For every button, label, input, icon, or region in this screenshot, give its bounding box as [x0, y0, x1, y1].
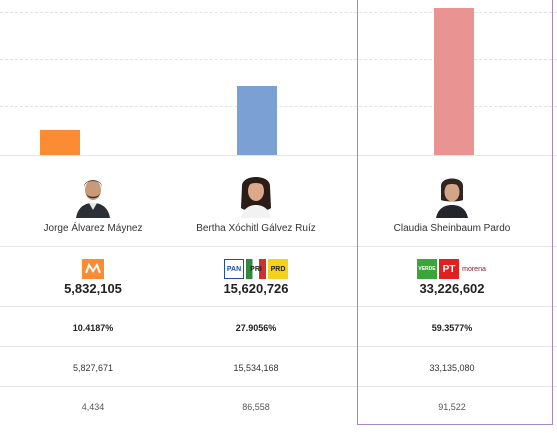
gridline: [0, 59, 557, 60]
vote-percentage: 27.9056%: [235, 323, 277, 333]
total-votes: 15,620,726: [223, 281, 289, 296]
pt-logo-icon: PT: [439, 259, 459, 279]
candidate-column: Jorge Álvarez Máynez 5,832,105 10.4187% …: [0, 156, 186, 433]
total-votes: 5,832,105: [64, 281, 122, 296]
pri-logo-icon: PRI: [246, 259, 266, 279]
candidate-column: Claudia Sheinbaum Pardo VERDE PT morena …: [359, 156, 545, 433]
prd-logo-icon: PRD: [268, 259, 288, 279]
candidate-photo-icon: [237, 170, 275, 218]
gridline: [0, 12, 557, 13]
votes-other: 4,434: [81, 402, 105, 412]
row-divider: [0, 155, 557, 156]
vote-percentage: 10.4187%: [72, 323, 114, 333]
candidate-photo-icon: [433, 170, 471, 218]
row-divider: [0, 346, 557, 347]
total-votes: 33,226,602: [419, 281, 485, 296]
votes-counted: 15,534,168: [233, 363, 279, 373]
party-logos: [0, 259, 186, 279]
votes-counted: 5,827,671: [72, 363, 114, 373]
bar-sheinbaum-pardo[interactable]: [434, 8, 474, 156]
party-logos: PAN PRI PRD: [163, 259, 349, 279]
mc-logo-icon: [82, 259, 104, 279]
gridline: [0, 106, 557, 107]
verde-logo-icon: VERDE: [417, 259, 437, 279]
candidate-photo-icon: [74, 170, 112, 218]
candidate-name: Bertha Xóchitl Gálvez Ruíz: [196, 223, 316, 234]
vote-percentage: 59.3577%: [431, 323, 473, 333]
votes-other: 86,558: [242, 402, 270, 412]
vote-bar-chart: [0, 0, 557, 156]
row-divider: [0, 306, 557, 307]
bar-alvarez-maynez[interactable]: [40, 130, 80, 156]
pan-logo-icon: PAN: [224, 259, 244, 279]
morena-logo-icon: morena: [461, 259, 487, 279]
row-divider: [0, 246, 557, 247]
winner-highlight-frame: [357, 0, 553, 425]
votes-other: 91,522: [438, 402, 466, 412]
candidate-name: Claudia Sheinbaum Pardo: [393, 223, 511, 234]
candidate-name: Jorge Álvarez Máynez: [43, 223, 143, 234]
votes-counted: 33,135,080: [429, 363, 475, 373]
party-logos: VERDE PT morena: [359, 259, 545, 279]
row-divider: [0, 386, 557, 387]
bar-galvez-ruiz[interactable]: [237, 86, 277, 156]
candidate-column: Bertha Xóchitl Gálvez Ruíz PAN PRI PRD 1…: [163, 156, 349, 433]
